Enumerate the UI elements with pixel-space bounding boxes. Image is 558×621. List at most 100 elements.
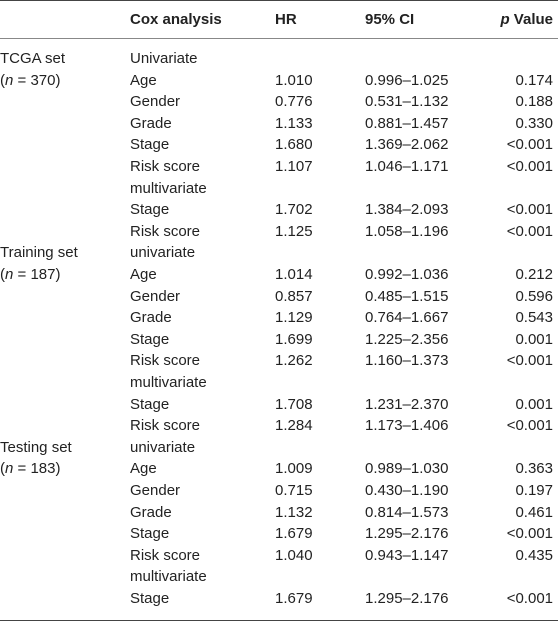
cell-hr: 1.010	[275, 71, 313, 89]
table-row: Grade 1.129 0.764–1.667 0.543	[0, 307, 558, 328]
cell-variable: Gender	[130, 482, 181, 499]
cell-hr: 1.284	[275, 417, 313, 435]
cell-ci: 1.295–2.176	[365, 525, 449, 543]
cell-ci: 1.160–1.373	[365, 352, 449, 370]
cell-set-count: = 183)	[13, 460, 61, 478]
cell-variable: Age	[130, 266, 157, 283]
cell-ci: 1.173–1.406	[365, 417, 449, 435]
cell-hr: 1.679	[275, 590, 313, 607]
cell-hr: 1.014	[275, 266, 313, 283]
table-row: Gender 0.715 0.430–1.190 0.197	[0, 480, 558, 501]
cell-set-count: = 370)	[13, 71, 61, 89]
cell-hr: 1.125	[275, 222, 313, 240]
cell-variable: multivariate	[130, 568, 207, 586]
cell-set: (n = 187)	[0, 264, 60, 285]
cell-hr: 1.708	[275, 395, 313, 413]
cell-set-n: n	[5, 71, 14, 89]
cell-p-value: 0.435	[515, 546, 553, 564]
header-95-ci: 95% CI	[365, 11, 415, 28]
cell-variable: Stage	[130, 201, 170, 219]
cell-hr: 1.129	[275, 309, 313, 327]
cell-hr: 0.776	[275, 93, 313, 111]
cell-hr: 0.715	[275, 482, 313, 499]
table-row: Stage 1.702 1.384–2.093 <0.001	[0, 199, 558, 220]
cell-p-value: 0.596	[515, 287, 553, 305]
cell-set-open: (	[0, 71, 5, 89]
cell-ci: 1.058–1.196	[365, 222, 449, 240]
cell-variable: Risk score	[130, 158, 201, 175]
cell-p-value: 0.543	[515, 309, 553, 327]
header-p-rest: Value	[509, 11, 553, 28]
header-p-value: p Value	[500, 11, 553, 28]
cell-ci: 0.943–1.147	[365, 546, 449, 564]
table-row: Stage 1.680 1.369–2.062 <0.001	[0, 134, 558, 155]
cell-variable: multivariate	[130, 374, 207, 391]
cell-set-open: (	[0, 460, 5, 478]
cell-hr: 1.679	[275, 525, 313, 543]
table-row: (n = 183) Age 1.009 0.989–1.030 0.363	[0, 458, 558, 479]
table-row: Stage 1.699 1.225–2.356 0.001	[0, 329, 558, 350]
header-p-italic: p	[500, 11, 510, 28]
cell-p-value: <0.001	[506, 417, 553, 435]
cell-p-value: <0.001	[506, 136, 553, 154]
cell-variable: Risk score	[130, 222, 201, 240]
cell-set: Training set	[0, 244, 78, 262]
cell-ci: 0.430–1.190	[365, 482, 449, 499]
cell-ci: 0.814–1.573	[365, 503, 449, 521]
cell-hr: 1.009	[275, 460, 313, 478]
cell-ci: 0.485–1.515	[365, 287, 449, 305]
cell-set-n: n	[5, 266, 14, 283]
cell-variable: Grade	[130, 114, 172, 132]
cell-set: TCGA set	[0, 50, 66, 67]
cell-hr: 1.702	[275, 201, 313, 219]
cell-set: (n = 370)	[0, 70, 60, 91]
cell-variable: univariate	[130, 244, 196, 262]
cell-variable: Risk score	[130, 546, 201, 564]
cell-p-value: 0.188	[515, 93, 553, 111]
table-header: Cox analysis HR 95% CI p Value	[0, 0, 558, 38]
cell-p-value: 0.363	[515, 460, 553, 478]
cell-hr: 1.107	[275, 158, 313, 175]
cell-hr: 0.857	[275, 287, 313, 305]
cell-ci: 0.992–1.036	[365, 266, 449, 283]
table-row: Grade 1.133 0.881–1.457 0.330	[0, 113, 558, 134]
cell-set: Testing set	[0, 438, 72, 456]
table-row: Stage 1.679 1.295–2.176 <0.001	[0, 523, 558, 544]
cell-hr: 1.680	[275, 136, 313, 154]
cell-p-value: <0.001	[506, 352, 553, 370]
cell-hr: 1.699	[275, 330, 313, 348]
cell-hr: 1.040	[275, 546, 313, 564]
cell-ci: 0.989–1.030	[365, 460, 449, 478]
cell-hr: 1.132	[275, 503, 313, 521]
cell-variable: Age	[130, 460, 157, 478]
cell-p-value: 0.330	[515, 114, 553, 132]
cell-variable: Univariate	[130, 50, 198, 67]
cell-p-value: <0.001	[506, 222, 553, 240]
table-row: (n = 370) Age 1.010 0.996–1.025 0.174	[0, 70, 558, 91]
cell-set-n: n	[5, 460, 14, 478]
table-row: Stage 1.708 1.231–2.370 0.001	[0, 394, 558, 415]
table-row: multivariate	[0, 566, 558, 587]
table-header-rule	[0, 38, 558, 39]
cell-p-value: <0.001	[506, 201, 553, 219]
cell-variable: Stage	[130, 525, 170, 543]
table-row: Risk score 1.284 1.173–1.406 <0.001	[0, 415, 558, 436]
table-top-rule	[0, 0, 558, 1]
cell-variable: Age	[130, 71, 157, 89]
table-row: TCGA set Univariate	[0, 48, 558, 69]
cell-variable: Stage	[130, 395, 170, 413]
cell-variable: Grade	[130, 503, 172, 521]
table-row: (n = 187) Age 1.014 0.992–1.036 0.212	[0, 264, 558, 285]
cell-variable: Stage	[130, 136, 170, 154]
table-row: Risk score 1.040 0.943–1.147 0.435	[0, 545, 558, 566]
cell-ci: 0.531–1.132	[365, 93, 449, 111]
cell-variable: univariate	[130, 438, 196, 456]
cell-variable: Risk score	[130, 352, 201, 370]
cell-p-value: 0.212	[515, 266, 553, 283]
cell-ci: 1.369–2.062	[365, 136, 449, 154]
cell-p-value: 0.461	[515, 503, 553, 521]
cell-variable: multivariate	[130, 179, 207, 197]
table-row: Risk score 1.125 1.058–1.196 <0.001	[0, 221, 558, 242]
table-row: Gender 0.776 0.531–1.132 0.188	[0, 91, 558, 112]
cell-variable: Risk score	[130, 417, 201, 435]
